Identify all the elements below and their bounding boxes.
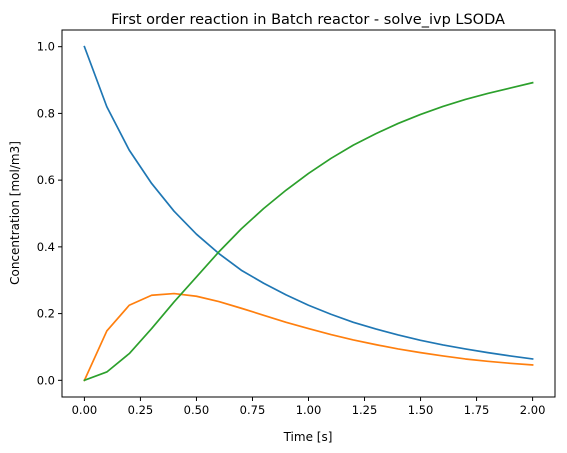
- x-axis: 0.00 0.25 0.50 0.75 1.00 1.25 1.50 1.75 2.00: [72, 397, 546, 417]
- chart-title: First order reaction in Batch reactor - …: [111, 12, 505, 28]
- y-axis-label: Concentration [mol/m3]: [8, 141, 22, 285]
- series-line-1: [83, 45, 534, 360]
- y-tick-label: 0.2: [37, 307, 55, 321]
- x-tick-label: 1.75: [464, 403, 490, 417]
- x-tick-label: 0.25: [128, 403, 154, 417]
- plot-frame: [61, 29, 556, 398]
- x-tick-label: 1.50: [408, 403, 434, 417]
- x-tick-label: 1.25: [352, 403, 378, 417]
- x-axis-label: Time [s]: [283, 430, 333, 444]
- x-tick-label: 1.00: [296, 403, 322, 417]
- series-line-3: [83, 81, 534, 382]
- series-line-2: [83, 292, 534, 382]
- y-tick-label: 0.0: [37, 373, 55, 387]
- y-tick-label: 0.4: [37, 240, 55, 254]
- x-tick-label: 2.00: [520, 403, 546, 417]
- x-tick-label: 0.00: [72, 403, 98, 417]
- y-tick-label: 0.6: [37, 173, 55, 187]
- y-tick-label: 1.0: [37, 40, 55, 54]
- y-tick-label: 0.8: [37, 106, 55, 120]
- x-tick-label: 0.75: [240, 403, 266, 417]
- series-layer: [83, 45, 534, 382]
- y-axis: 0.0 0.2 0.4 0.6 0.8 1.0: [37, 40, 62, 387]
- x-tick-label: 0.50: [184, 403, 210, 417]
